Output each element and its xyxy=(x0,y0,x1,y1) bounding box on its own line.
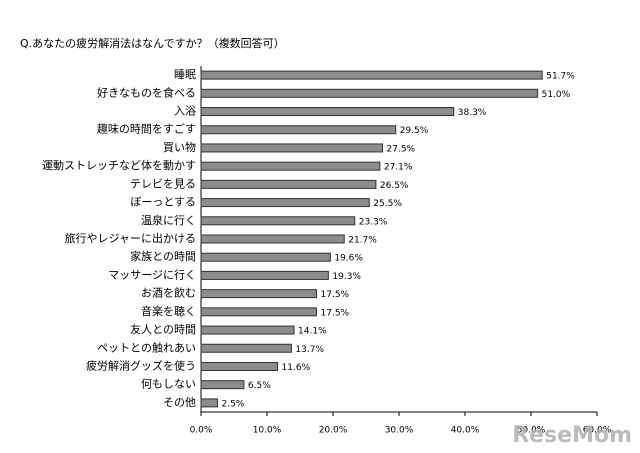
value-label: 2.5% xyxy=(222,399,245,409)
y-tick-label: 睡眠 xyxy=(174,68,196,81)
y-tick-label: お酒を飲む xyxy=(141,286,196,300)
y-tick-label: 買い物 xyxy=(163,140,196,154)
x-tick-label: 60.0% xyxy=(583,426,612,436)
value-label: 27.1% xyxy=(384,163,413,173)
value-label: 14.1% xyxy=(298,327,327,337)
value-label: 21.7% xyxy=(348,236,377,246)
x-tick-label: 20.0% xyxy=(319,426,348,436)
value-label: 51.7% xyxy=(546,72,575,82)
x-tick-label: 0.0% xyxy=(190,426,213,436)
watermark: ReseMom xyxy=(512,423,632,448)
y-tick-label: 家族との時間 xyxy=(130,249,196,263)
bar xyxy=(200,307,317,317)
value-label: 51.0% xyxy=(542,90,571,100)
y-tick-label: 趣味の時間をすごす xyxy=(97,122,196,136)
y-tick-label: 入浴 xyxy=(174,105,196,118)
value-label: 25.5% xyxy=(373,199,402,209)
x-tick-label: 10.0% xyxy=(253,426,282,436)
y-tick-label: ペットとの触れあい xyxy=(97,340,196,354)
y-tick-label: 温泉に行く xyxy=(141,213,196,227)
y-tick-label: 友人との時間 xyxy=(130,322,196,336)
value-label: 38.3% xyxy=(458,108,487,118)
bar xyxy=(200,289,317,299)
value-label: 29.5% xyxy=(400,126,429,136)
bar xyxy=(200,198,370,208)
value-label: 6.5% xyxy=(248,381,271,391)
bar xyxy=(200,398,218,408)
y-tick-label: 疲労解消グッズを使う xyxy=(86,358,196,372)
bar xyxy=(200,70,543,80)
bar xyxy=(200,107,455,117)
y-tick-label: その他 xyxy=(163,396,196,409)
value-label: 17.5% xyxy=(321,308,350,318)
y-tick-label: 音楽を聴く xyxy=(141,304,196,318)
y-tick-label: マッサージに行く xyxy=(108,268,196,281)
bar xyxy=(200,380,245,390)
bar xyxy=(200,125,397,135)
bar xyxy=(200,325,295,335)
value-label: 23.3% xyxy=(359,217,388,227)
value-label: 27.5% xyxy=(387,144,416,154)
value-label: 19.3% xyxy=(332,272,361,282)
x-tick-label: 40.0% xyxy=(451,426,480,436)
chart-title: Q.あなたの疲労解消法はなんですか？（複数回答可） xyxy=(20,36,285,50)
x-tick-label: 50.0% xyxy=(517,426,546,436)
y-tick-label: 好きなものを食べる xyxy=(97,85,196,99)
bar xyxy=(200,143,383,153)
bar xyxy=(200,161,381,171)
bar xyxy=(200,179,377,189)
y-tick-label: 何もしない xyxy=(141,378,196,391)
bar xyxy=(200,252,331,262)
y-tick-label: 旅行やレジャーに出かける xyxy=(65,231,196,245)
value-label: 11.6% xyxy=(282,363,311,373)
bar xyxy=(200,88,539,98)
bar xyxy=(200,216,356,226)
x-tick-label: 30.0% xyxy=(385,426,414,436)
bar xyxy=(200,270,329,280)
bar xyxy=(200,361,279,371)
value-label: 19.6% xyxy=(334,254,363,264)
y-tick-label: ぼーっとする xyxy=(130,196,196,209)
y-tick-label: テレビを見る xyxy=(130,177,196,190)
value-label: 17.5% xyxy=(321,290,350,300)
value-label: 26.5% xyxy=(380,181,409,191)
value-label: 13.7% xyxy=(295,345,324,355)
bar xyxy=(200,343,292,353)
bar xyxy=(200,234,345,244)
y-tick-label: 運動ストレッチなど体を動かす xyxy=(42,158,196,172)
